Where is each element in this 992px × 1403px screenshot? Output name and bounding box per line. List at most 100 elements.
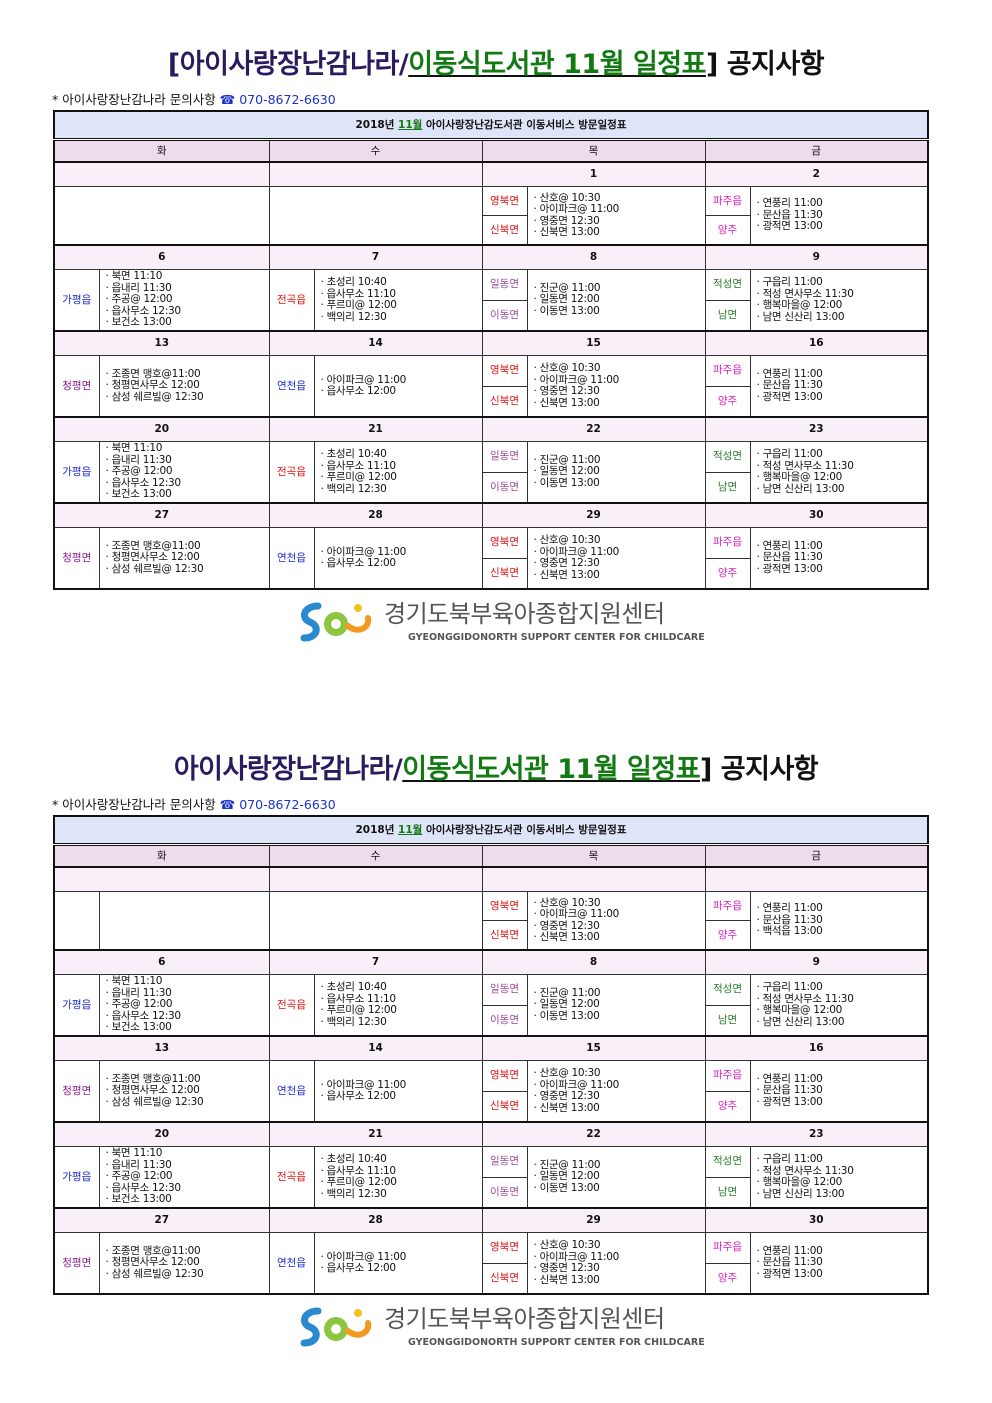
visit-item: · 문산읍 11:30 [756,208,823,221]
visit-item: · 초성리 10:40 [320,1153,387,1165]
region-label: 양주 [717,1271,738,1284]
visit-item: · 광적면 13:00 [756,562,823,575]
visit-list: · 진군@ 11:00 · 일동면 12:00 · 이동면 13:00 [526,1146,706,1209]
schedule-row: 청평면 · 조종면 맹호@11:00 · 청평면사무소 12:00 · 삼성 쉐르빌@… [53,1232,929,1295]
region-label: 전곡읍 [277,465,306,478]
region-label: 일동면 [483,975,526,1006]
date-cell: 8 [481,244,706,270]
region-label: 남면 [717,1185,738,1198]
region-labels: 일동면 이동면 [483,270,526,330]
table-title-year: 2018년 [355,823,399,836]
region-labels: 적성면 남면 [706,975,749,1035]
visit-item: · 청평면사무소 12:00 [105,1084,200,1097]
visit-item: · 적성 면사무소 11:30 [756,459,854,472]
region-labels: 영북면 신북면 [483,356,526,416]
region-label-cell: 파주읍 양주 [704,186,751,246]
notice-title: [아이사랑장난감나라/이동식도서관 11월 일정표] 공지사항 [0,40,992,90]
region-label: 이동면 [490,1185,519,1198]
visit-item: · 읍사무소 12:00 [320,557,397,569]
date-cell: 29 [481,502,706,528]
visit-list: · 구읍리 11:00 · 적성 면사무소 11:30 · 행복마을@ 12:00 ·… [749,441,929,504]
contact-label: * 아이사랑장난감나라 문의사항 [52,92,220,107]
contact-label: * 아이사랑장난감나라 문의사항 [52,797,220,812]
date-cell: 9 [704,949,929,975]
visit-item: · 영중면 12:30 [533,919,600,932]
visit-item: · 읍사무소 12:30 [105,304,182,317]
date-cell: 23 [704,1121,929,1147]
region-label-cell: 영북면 신북면 [481,527,528,590]
visit-item: · 주공@ 12:00 [105,1170,173,1183]
title-prefix: [아이사랑장난감나라/ [167,49,409,80]
visit-item: · 삼성 쉐르빌@ 12:30 [105,562,204,575]
visit-list: · 연풍리 11:00 · 문산읍 11:30 · 광적면 13:00 [749,1060,929,1123]
date-cell: 14 [268,1035,483,1061]
region-label: 전곡읍 [277,998,306,1011]
region-label: 가평읍 [62,998,92,1011]
visit-item: · 이동면 13:00 [533,304,600,317]
visit-item: · 연풍리 11:00 [756,1244,823,1257]
date-row: 20 21 22 23 [53,416,929,442]
visit-item: · 일동면 12:00 [533,1170,600,1183]
logo-mark-icon [300,602,372,642]
visit-list: · 연풍리 11:00 · 문산읍 11:30 · 백석읍 13:00 [749,891,929,951]
visit-item: · 진군@ 11:00 [533,453,601,466]
visit-item: · 영중면 12:30 [533,1262,600,1274]
visit-item: · 산호@ 10:30 [533,191,601,204]
empty-cell [53,186,270,246]
title-suffix: 공지사항 [717,49,825,80]
logo-korean-name: 경기도북부육아종합지원센터 [384,1305,665,1333]
visit-item: · 연풍리 11:00 [756,367,823,380]
visit-item: · 아이파크@ 11:00 [533,373,620,386]
title-suffix: 공지사항 [711,754,819,785]
date-cell: 16 [704,1035,929,1061]
visit-item: · 산호@ 10:30 [533,896,601,909]
region-label-cell: 파주읍 양주 [704,1060,751,1123]
date-cell: 16 [704,330,929,356]
region-label: 남면 [717,480,738,493]
region-label: 가평읍 [62,293,92,306]
visit-item: · 구읍리 11:00 [756,1153,823,1165]
region-label-cell: 일동면 이동면 [481,974,528,1037]
center-logo: 경기도북부육아종합지원센터 GYEONGGIDONORTH SUPPORT CEN… [296,1305,736,1351]
region-label: 파주읍 [706,1061,749,1092]
visit-item: · 읍내리 11:30 [105,986,172,999]
visit-item: · 광적면 13:00 [756,390,823,403]
region-label-cell: 일동면 이동면 [481,1146,528,1209]
visit-list: · 연풍리 11:00 · 문산읍 11:30 · 광적면 13:00 [749,186,929,246]
visit-item: · 광적면 13:00 [756,220,823,233]
visit-item: · 삼성 쉐르빌@ 12:30 [105,1095,204,1108]
visit-list: · 연풍리 11:00 · 문산읍 11:30 · 광적면 13:00 [749,527,929,590]
date-cell: 2 [704,161,929,187]
visit-item: · 진군@ 11:00 [533,281,601,294]
date-cell: 8 [481,949,706,975]
visit-item: · 청평면사무소 12:00 [105,1256,200,1269]
visit-list: · 북면 11:10 · 읍내리 11:30 · 주공@ 12:00 · 읍사무소 1… [98,1146,270,1209]
table-title: 2018년 11월 아이사랑장난감도서관 이동서비스 방문일정표 [53,815,929,846]
region-label: 가평읍 [62,1170,92,1183]
date-cell: 7 [268,949,483,975]
visit-item: · 적성 면사무소 11:30 [756,1164,854,1177]
visit-item: · 문산읍 11:30 [756,1084,823,1097]
logo-korean-name: 경기도북부육아종합지원센터 [384,600,665,628]
region-labels: 적성면 남면 [706,442,749,502]
weekday-header: 금 [704,844,929,868]
region-label: 신북면 [490,223,519,236]
visit-item: · 보건소 13:00 [105,316,172,329]
date-cell: 6 [53,949,270,975]
visit-item: · 청평면사무소 12:00 [105,551,200,564]
weekday-header: 수 [268,844,483,868]
visit-item: · 남면 신산리 13:00 [756,482,845,495]
visit-list: · 진군@ 11:00 · 일동면 12:00 · 이동면 13:00 [526,441,706,504]
region-label: 파주읍 [706,356,749,387]
region-label-cell: 파주읍 양주 [704,355,751,418]
visit-item: · 남면 신산리 13:00 [756,1015,845,1028]
date-cell: 21 [268,1121,483,1147]
region-label-cell: 영북면 신북면 [481,186,528,246]
visit-list: · 조종면 맹호@11:00 · 청평면사무소 12:00 · 삼성 쉐르빌@ 12… [98,1232,270,1295]
table-title-text: 아이사랑장난감도서관 이동서비스 방문일정표 [422,823,627,836]
weekday-header: 수 [268,139,483,163]
visit-list: · 아이파크@ 11:00 · 읍사무소 12:00 [313,1232,483,1295]
visit-list [98,891,270,951]
visit-item: · 일동면 12:00 [533,293,600,306]
